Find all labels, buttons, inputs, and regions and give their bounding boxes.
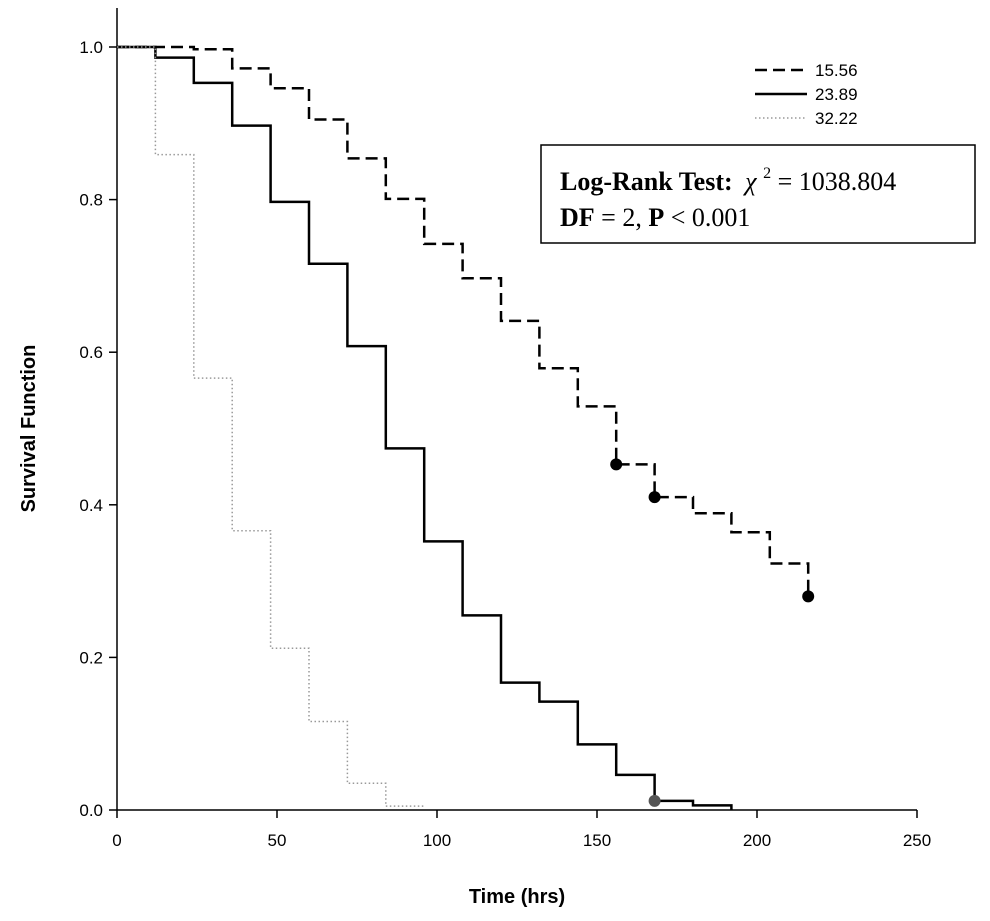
censored-point bbox=[610, 458, 623, 471]
x-tick-label: 200 bbox=[743, 831, 771, 850]
legend-label-23.89: 23.89 bbox=[815, 85, 858, 104]
series-line-15.56 bbox=[117, 45, 810, 597]
p-value: < 0.001 bbox=[671, 203, 751, 232]
y-tick-label: 0.0 bbox=[79, 801, 103, 820]
df-label: DF bbox=[560, 203, 595, 232]
y-axis-title: Survival Function bbox=[18, 345, 40, 513]
chi-value: = 1038.804 bbox=[778, 167, 897, 196]
series-line-23.89 bbox=[117, 45, 733, 810]
series-layer bbox=[117, 45, 810, 810]
censor-markers bbox=[610, 458, 815, 807]
chi-exponent: 2 bbox=[763, 165, 771, 182]
annotation-line-2: DF = 2, P < 0.001 bbox=[560, 203, 750, 232]
legend: 15.56 23.89 32.22 bbox=[755, 61, 858, 128]
x-tick-label: 0 bbox=[112, 831, 121, 850]
x-tick-label: 50 bbox=[268, 831, 287, 850]
censored-point bbox=[648, 491, 661, 504]
y-tick-label: 0.2 bbox=[79, 648, 103, 667]
y-tick-label: 0.6 bbox=[79, 343, 103, 362]
x-tick-label: 250 bbox=[903, 831, 931, 850]
x-tick-label: 100 bbox=[423, 831, 451, 850]
x-tick-label: 150 bbox=[583, 831, 611, 850]
log-rank-label: Log-Rank Test: bbox=[560, 167, 733, 196]
p-label: P bbox=[648, 203, 664, 232]
axes bbox=[116, 8, 917, 811]
series-line-32.22 bbox=[117, 46, 425, 807]
annotation-box bbox=[540, 144, 976, 244]
legend-label-32.22: 32.22 bbox=[815, 109, 858, 128]
chi-symbol: χ bbox=[742, 167, 757, 196]
log-rank-annotation: Log-Rank Test: χ 2 = 1038.804 DF = 2, P … bbox=[540, 144, 976, 244]
y-tick-label: 0.8 bbox=[79, 191, 103, 210]
censored-point bbox=[802, 590, 815, 603]
x-ticks: 0 50 100 150 200 250 bbox=[112, 810, 931, 850]
legend-label-15.56: 15.56 bbox=[815, 61, 858, 80]
x-axis-title: Time (hrs) bbox=[469, 886, 565, 908]
annotation-line-1: Log-Rank Test: χ 2 = 1038.804 bbox=[560, 155, 896, 196]
y-tick-label: 0.4 bbox=[79, 496, 103, 515]
df-value: = 2, bbox=[601, 203, 648, 232]
censored-point bbox=[648, 794, 661, 807]
y-tick-label: 1.0 bbox=[79, 38, 103, 57]
y-ticks: 0.0 0.2 0.4 0.6 0.8 1.0 bbox=[79, 38, 117, 820]
